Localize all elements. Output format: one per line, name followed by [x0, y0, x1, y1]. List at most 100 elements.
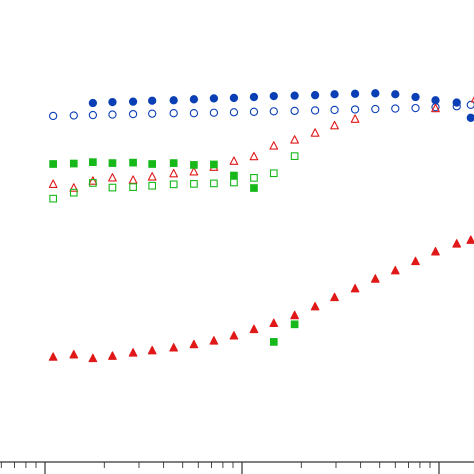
data-point	[350, 105, 360, 114]
series-5	[49, 158, 299, 346]
data-point	[330, 292, 339, 302]
series-3	[48, 96, 474, 192]
series-1	[88, 89, 474, 122]
data-point	[190, 180, 198, 188]
data-point	[69, 111, 78, 120]
data-point	[128, 348, 138, 357]
data-point	[147, 345, 157, 355]
data-point	[129, 158, 137, 167]
data-point	[269, 169, 278, 178]
data-point	[210, 179, 218, 188]
data-point	[350, 283, 360, 293]
data-point	[169, 343, 179, 352]
data-point	[69, 349, 79, 359]
data-point	[431, 103, 440, 112]
data-point	[371, 104, 380, 114]
data-point	[269, 318, 279, 328]
data-point	[452, 102, 461, 111]
data-point	[69, 188, 78, 197]
data-point	[391, 104, 400, 113]
data-point	[48, 352, 58, 361]
data-point	[169, 109, 178, 118]
data-point	[350, 114, 360, 123]
data-point	[169, 159, 178, 167]
data-point	[49, 160, 58, 168]
data-point	[108, 97, 117, 107]
data-point	[148, 181, 157, 190]
data-point	[290, 91, 299, 100]
data-point	[391, 90, 400, 99]
data-point	[88, 98, 98, 108]
data-point	[411, 256, 420, 266]
data-point	[108, 173, 117, 182]
data-point	[269, 338, 278, 346]
data-point	[269, 91, 278, 101]
data-point	[128, 109, 138, 119]
series-2	[49, 100, 474, 121]
data-point	[88, 110, 98, 120]
data-point	[370, 274, 380, 283]
data-point	[411, 103, 420, 113]
data-point	[250, 184, 258, 192]
data-point	[229, 331, 239, 340]
data-point	[411, 92, 420, 102]
data-point	[128, 97, 138, 106]
data-point	[269, 107, 278, 116]
data-point	[89, 179, 97, 187]
data-point	[189, 109, 199, 118]
data-point	[129, 183, 137, 191]
data-point	[48, 179, 58, 188]
data-point	[310, 301, 320, 311]
data-point	[431, 96, 440, 105]
data-point	[330, 120, 339, 130]
axes	[0, 461, 474, 474]
data-point	[310, 128, 320, 137]
data-point	[229, 93, 239, 103]
data-point	[330, 90, 339, 99]
data-point	[471, 96, 474, 103]
data-point	[49, 111, 58, 121]
series-6	[49, 152, 299, 203]
data-point	[290, 152, 299, 161]
data-marks	[48, 89, 474, 363]
data-point	[108, 351, 117, 360]
data-point	[209, 336, 219, 345]
data-point	[452, 239, 462, 248]
data-point	[371, 89, 380, 98]
data-point	[290, 106, 299, 116]
data-point	[169, 96, 178, 105]
data-point	[148, 96, 157, 105]
data-point	[148, 160, 157, 168]
data-point	[88, 176, 98, 185]
data-point	[69, 159, 78, 168]
data-point	[350, 89, 360, 98]
data-point	[88, 353, 98, 363]
data-point	[189, 167, 199, 176]
data-point	[466, 100, 474, 110]
data-point	[249, 92, 259, 102]
data-point	[431, 103, 440, 113]
data-point	[249, 324, 259, 334]
data-point	[390, 265, 400, 275]
data-point	[89, 158, 97, 167]
data-point	[290, 310, 299, 320]
data-point	[189, 339, 199, 349]
data-point	[147, 172, 157, 181]
data-point	[249, 107, 259, 116]
data-point	[310, 106, 320, 115]
data-point	[466, 235, 474, 244]
data-point	[230, 171, 238, 180]
data-point	[189, 95, 199, 104]
data-point	[128, 175, 138, 184]
data-point	[169, 180, 178, 189]
data-point	[290, 320, 299, 329]
data-point	[310, 91, 320, 100]
data-point	[431, 246, 440, 256]
series-4	[48, 235, 474, 363]
data-point	[230, 178, 238, 187]
data-point	[169, 168, 179, 178]
data-point	[108, 110, 117, 119]
data-point	[69, 183, 79, 192]
data-point	[210, 160, 218, 169]
